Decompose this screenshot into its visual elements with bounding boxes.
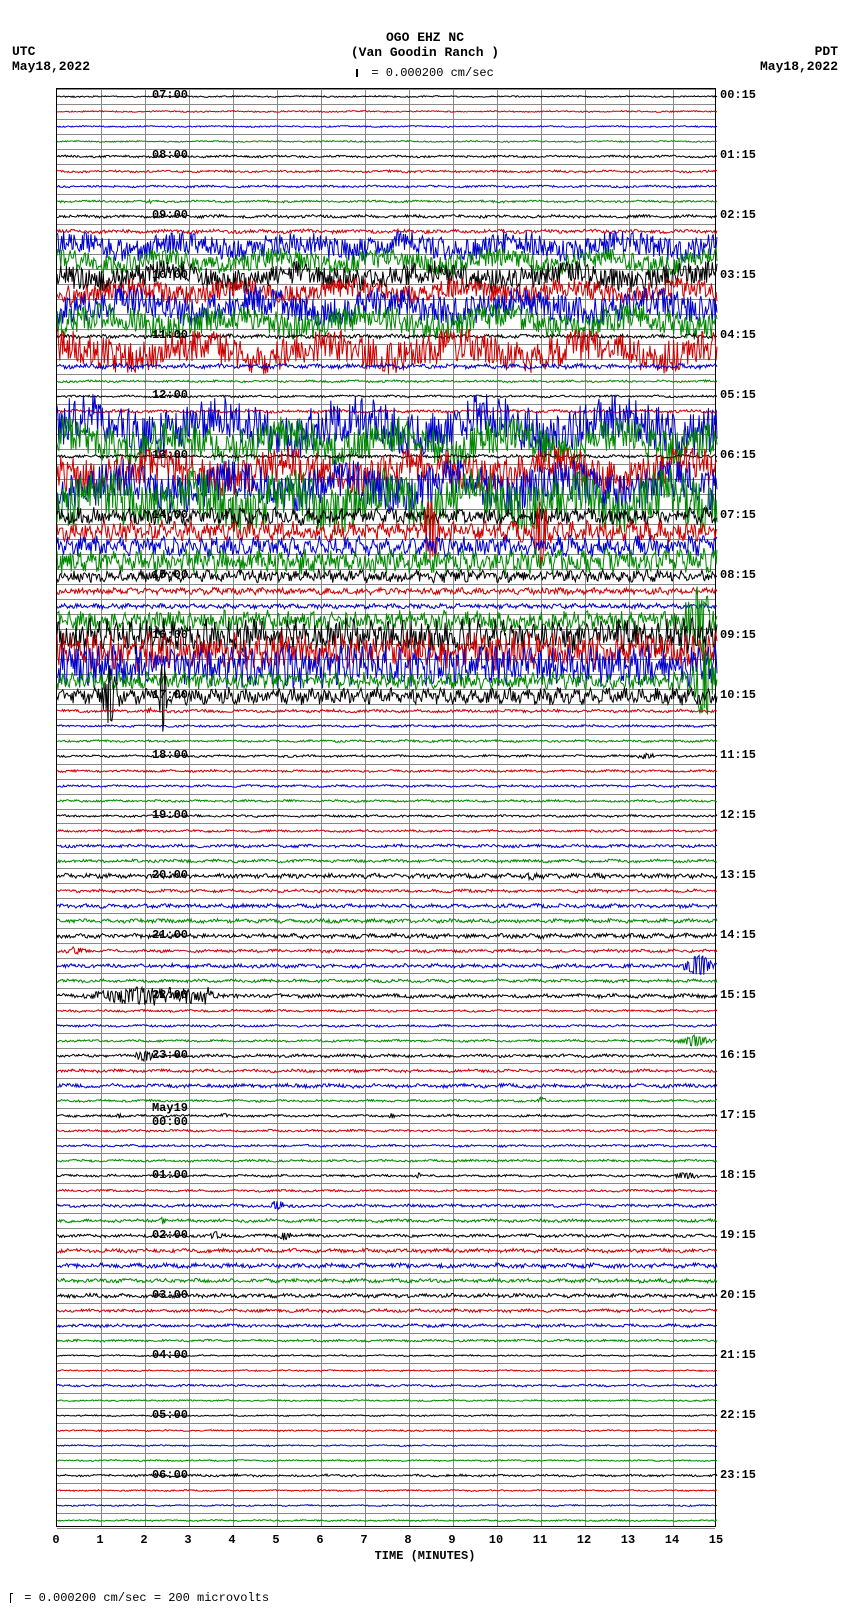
right-date: May18,2022: [760, 59, 838, 74]
pdt-label: 15:15: [720, 988, 756, 1002]
scale-legend: = 0.000200 cm/sec: [0, 66, 850, 80]
pdt-label: 02:15: [720, 208, 756, 222]
utc-label: 13:00: [152, 448, 188, 462]
station-code: OGO EHZ NC: [0, 30, 850, 45]
right-tz-block: PDT May18,2022: [760, 44, 838, 74]
pdt-label: 11:15: [720, 748, 756, 762]
utc-label: 11:00: [152, 328, 188, 342]
pdt-label: 12:15: [720, 808, 756, 822]
utc-label: 05:00: [152, 1408, 188, 1422]
pdt-label: 19:15: [720, 1228, 756, 1242]
pdt-label: 18:15: [720, 1168, 756, 1182]
utc-label: 07:00: [152, 88, 188, 102]
header: OGO EHZ NC (Van Goodin Ranch ) = 0.00020…: [0, 30, 850, 80]
utc-label: 21:00: [152, 928, 188, 942]
x-tick: 7: [360, 1533, 367, 1547]
pdt-label: 22:15: [720, 1408, 756, 1422]
scale-bar-icon: [356, 69, 358, 77]
right-tz: PDT: [760, 44, 838, 59]
utc-label: 02:00: [152, 1228, 188, 1242]
utc-label: 20:00: [152, 868, 188, 882]
x-tick: 10: [489, 1533, 503, 1547]
pdt-label: 14:15: [720, 928, 756, 942]
footer-scale-text: = 0.000200 cm/sec = 200 microvolts: [24, 1591, 269, 1605]
pdt-label: 16:15: [720, 1048, 756, 1062]
pdt-label: 08:15: [720, 568, 756, 582]
utc-label: 08:00: [152, 148, 188, 162]
x-tick: 6: [316, 1533, 323, 1547]
pdt-label: 23:15: [720, 1468, 756, 1482]
x-tick: 15: [709, 1533, 723, 1547]
x-tick: 14: [665, 1533, 679, 1547]
x-tick: 9: [448, 1533, 455, 1547]
x-tick: 3: [184, 1533, 191, 1547]
utc-label: 14:00: [152, 508, 188, 522]
x-tick: 12: [577, 1533, 591, 1547]
footer-scale: = 0.000200 cm/sec = 200 microvolts: [6, 1591, 269, 1605]
pdt-label: 20:15: [720, 1288, 756, 1302]
pdt-label: 21:15: [720, 1348, 756, 1362]
x-tick: 11: [533, 1533, 547, 1547]
utc-label: 10:00: [152, 268, 188, 282]
utc-label: 06:00: [152, 1468, 188, 1482]
x-tick: 1: [96, 1533, 103, 1547]
pdt-label: 00:15: [720, 88, 756, 102]
utc-label: 12:00: [152, 388, 188, 402]
scale-text: = 0.000200 cm/sec: [371, 66, 493, 80]
utc-label: 09:00: [152, 208, 188, 222]
left-tz: UTC: [12, 44, 90, 59]
utc-label: 04:00: [152, 1348, 188, 1362]
pdt-label: 05:15: [720, 388, 756, 402]
pdt-label: 13:15: [720, 868, 756, 882]
x-tick: 13: [621, 1533, 635, 1547]
x-tick: 5: [272, 1533, 279, 1547]
pdt-label: 17:15: [720, 1108, 756, 1122]
utc-label: 23:00: [152, 1048, 188, 1062]
left-tz-block: UTC May18,2022: [12, 44, 90, 74]
utc-label: 03:00: [152, 1288, 188, 1302]
x-tick: 4: [228, 1533, 235, 1547]
x-axis-label: TIME (MINUTES): [375, 1549, 476, 1563]
pdt-label: 10:15: [720, 688, 756, 702]
pdt-label: 06:15: [720, 448, 756, 462]
station-location: (Van Goodin Ranch ): [0, 45, 850, 60]
utc-label: 18:00: [152, 748, 188, 762]
utc-label: 16:00: [152, 628, 188, 642]
utc-label: May1900:00: [152, 1101, 188, 1129]
utc-label: 15:00: [152, 568, 188, 582]
hgrid-line: [57, 1528, 715, 1529]
utc-label: 01:00: [152, 1168, 188, 1182]
left-date: May18,2022: [12, 59, 90, 74]
pdt-label: 01:15: [720, 148, 756, 162]
utc-label: 19:00: [152, 808, 188, 822]
pdt-label: 03:15: [720, 268, 756, 282]
pdt-label: 07:15: [720, 508, 756, 522]
pdt-label: 09:15: [720, 628, 756, 642]
pdt-label: 04:15: [720, 328, 756, 342]
x-tick: 2: [140, 1533, 147, 1547]
utc-label: 22:00: [152, 988, 188, 1002]
utc-label: 17:00: [152, 688, 188, 702]
trace-path: [57, 1520, 717, 1522]
footer-scale-bar-icon: [10, 1593, 13, 1603]
x-tick: 8: [404, 1533, 411, 1547]
x-tick: 0: [52, 1533, 59, 1547]
